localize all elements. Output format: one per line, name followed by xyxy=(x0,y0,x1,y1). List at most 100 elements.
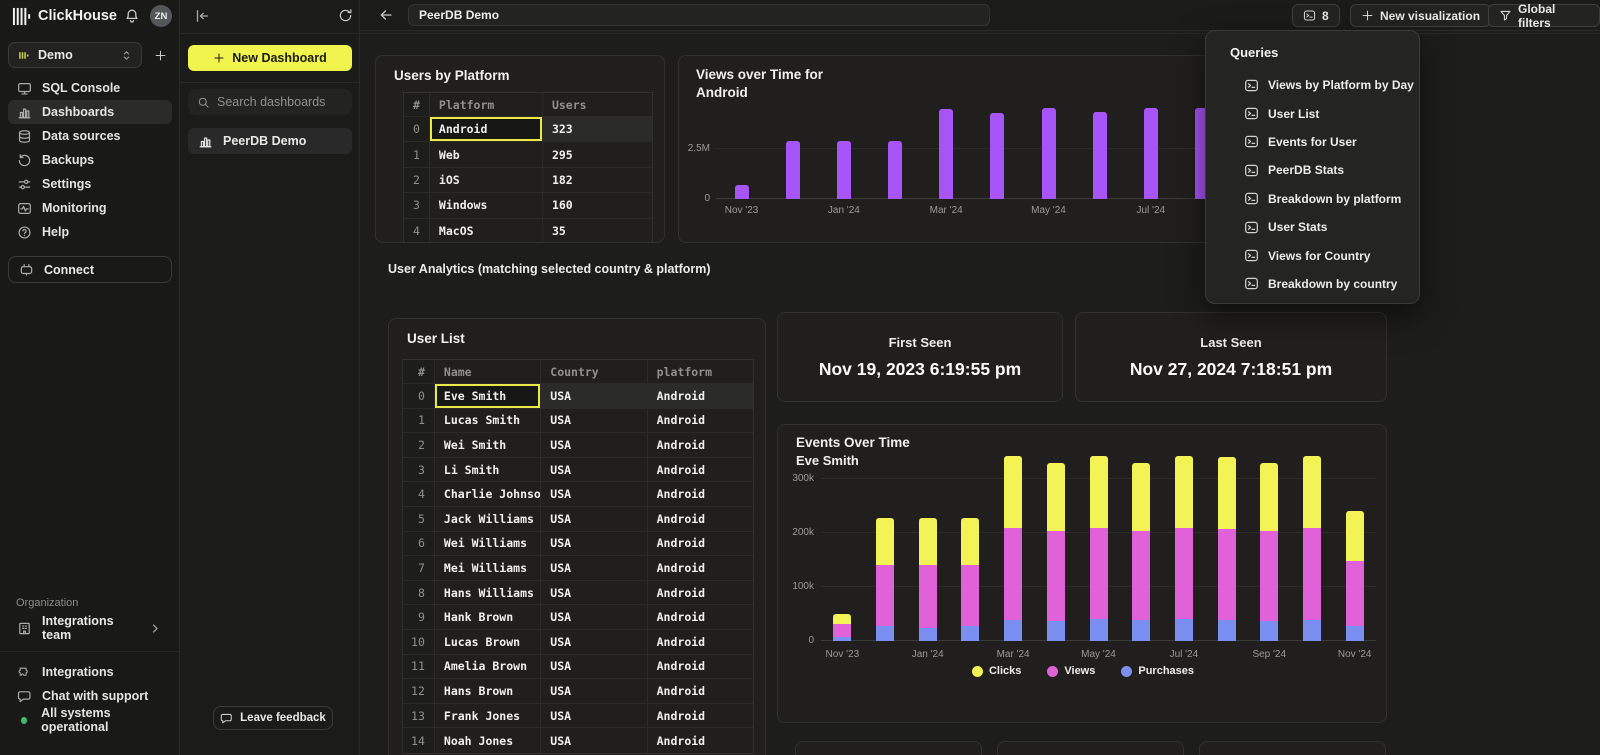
notifications-bell-icon[interactable] xyxy=(124,8,140,24)
sidebar-item-all-systems-operational[interactable]: All systems operational xyxy=(8,706,172,734)
events-bar-segment-purchases[interactable] xyxy=(918,627,937,641)
events-bar-segment-views[interactable] xyxy=(961,565,980,627)
sidebar-item-settings[interactable]: Settings xyxy=(8,172,172,196)
sidebar-item-dashboards[interactable]: Dashboards xyxy=(8,100,172,124)
table-row[interactable]: 9 Hank Brown USA Android xyxy=(403,605,753,630)
table-row[interactable]: 11 Amelia Brown USA Android xyxy=(403,654,753,680)
new-dashboard-button[interactable]: New Dashboard xyxy=(188,45,352,71)
events-bar-segment-views[interactable] xyxy=(1132,530,1151,621)
views-bar-apr-24[interactable] xyxy=(990,113,1005,199)
collapse-sidebar-icon[interactable] xyxy=(194,8,210,24)
query-item-breakdown-by-country[interactable]: Breakdown by country xyxy=(1206,270,1421,298)
events-bar-segment-purchases[interactable] xyxy=(1004,620,1023,641)
table-row[interactable]: 10 Lucas Brown USA Android xyxy=(403,629,753,655)
events-bar-segment-views[interactable] xyxy=(1302,527,1321,620)
table-row[interactable]: 3 Li Smith USA Android xyxy=(403,457,753,483)
table-row[interactable]: 1 Web 295 xyxy=(404,142,652,168)
events-bar-segment-views[interactable] xyxy=(833,623,852,637)
events-bar-segment-purchases[interactable] xyxy=(961,626,980,641)
events-bar-segment-views[interactable] xyxy=(1046,530,1065,622)
table-row[interactable]: 0 Android 323 xyxy=(404,117,652,143)
events-bar-segment-clicks[interactable] xyxy=(1089,456,1108,528)
query-item-events-for-user[interactable]: Events for User xyxy=(1206,128,1421,156)
views-bar-mar-24[interactable] xyxy=(939,109,954,199)
events-bar-segment-purchases[interactable] xyxy=(1260,621,1279,641)
views-bar-may-24[interactable] xyxy=(1041,108,1056,199)
events-bar-segment-clicks[interactable] xyxy=(1004,456,1023,528)
events-bar-segment-views[interactable] xyxy=(1345,561,1364,626)
queries-count-button[interactable]: 8 xyxy=(1292,4,1340,27)
leave-feedback-button[interactable]: Leave feedback xyxy=(213,706,333,730)
events-bar-segment-purchases[interactable] xyxy=(833,636,852,641)
events-bar-segment-purchases[interactable] xyxy=(876,625,895,641)
events-bar-segment-clicks[interactable] xyxy=(918,517,937,566)
search-input[interactable] xyxy=(217,95,337,109)
connect-button[interactable]: Connect xyxy=(8,256,172,283)
events-bar-segment-views[interactable] xyxy=(1004,527,1023,621)
table-row[interactable]: 0 Eve Smith USA Android xyxy=(403,384,753,409)
events-bar-segment-clicks[interactable] xyxy=(1302,456,1321,528)
views-bar-jan-24[interactable] xyxy=(836,141,851,199)
global-filters-button[interactable]: Global filters xyxy=(1488,2,1600,30)
events-bar-segment-views[interactable] xyxy=(876,565,895,626)
sidebar-item-sql-console[interactable]: SQL Console xyxy=(8,76,172,100)
events-bar-segment-views[interactable] xyxy=(1174,527,1193,620)
table-row[interactable]: 4 MacOS 35 xyxy=(404,218,652,242)
events-bar-segment-clicks[interactable] xyxy=(1132,462,1151,531)
query-item-user-stats[interactable]: User Stats xyxy=(1206,213,1421,241)
events-bar-segment-clicks[interactable] xyxy=(1217,457,1236,529)
events-bar-segment-clicks[interactable] xyxy=(1174,456,1193,528)
sidebar-item-integrations-team[interactable]: Integrations team xyxy=(8,614,172,642)
views-bar-jul-24[interactable] xyxy=(1143,108,1158,199)
views-bar-jun-24[interactable] xyxy=(1092,112,1107,199)
legend-item-clicks[interactable]: Clicks xyxy=(971,665,1021,677)
views-bar-dec-23[interactable] xyxy=(785,141,800,199)
query-item-views-for-country[interactable]: Views for Country xyxy=(1206,241,1421,269)
refresh-icon[interactable] xyxy=(338,8,353,23)
events-bar-segment-clicks[interactable] xyxy=(833,614,852,624)
views-bar-feb-24[interactable] xyxy=(888,141,903,199)
views-bar-nov-23[interactable] xyxy=(734,185,749,199)
events-bar-segment-clicks[interactable] xyxy=(1046,462,1065,531)
events-bar-segment-purchases[interactable] xyxy=(1174,619,1193,641)
events-bar-segment-views[interactable] xyxy=(1217,528,1236,621)
dashboard-title-input[interactable] xyxy=(408,4,990,26)
events-bar-segment-purchases[interactable] xyxy=(1046,621,1065,641)
table-row[interactable]: 4 Charlie Johnson USA Android xyxy=(403,482,753,507)
avatar[interactable]: ZN xyxy=(150,5,172,27)
events-bar-segment-clicks[interactable] xyxy=(876,517,895,566)
sidebar-item-monitoring[interactable]: Monitoring xyxy=(8,196,172,220)
events-bar-segment-clicks[interactable] xyxy=(1345,511,1364,562)
query-item-breakdown-by-platform[interactable]: Breakdown by platform xyxy=(1206,185,1421,213)
add-service-button[interactable] xyxy=(148,44,172,66)
table-row[interactable]: 2 Wei Smith USA Android xyxy=(403,433,753,458)
table-row[interactable]: 13 Frank Jones USA Android xyxy=(403,703,753,729)
back-arrow-icon[interactable] xyxy=(378,7,394,23)
table-row[interactable]: 7 Mei Williams USA Android xyxy=(403,556,753,581)
events-bar-segment-purchases[interactable] xyxy=(1302,619,1321,641)
table-row[interactable]: 3 Windows 160 xyxy=(404,193,652,219)
sidebar-item-help[interactable]: Help xyxy=(8,220,172,244)
table-row[interactable]: 2 iOS 182 xyxy=(404,167,652,194)
query-item-user-list[interactable]: User List xyxy=(1206,99,1421,127)
table-row[interactable]: 1 Lucas Smith USA Android xyxy=(403,408,753,434)
events-bar-segment-purchases[interactable] xyxy=(1217,620,1236,641)
table-row[interactable]: 5 Jack Williams USA Android xyxy=(403,506,753,532)
events-bar-segment-purchases[interactable] xyxy=(1345,625,1364,641)
table-row[interactable]: 14 Noah Jones USA Android xyxy=(403,728,753,753)
table-row[interactable]: 12 Hans Brown USA Android xyxy=(403,679,753,704)
table-row[interactable]: 6 Wei Williams USA Android xyxy=(403,531,753,557)
events-bar-segment-purchases[interactable] xyxy=(1132,620,1151,641)
legend-item-purchases[interactable]: Purchases xyxy=(1121,665,1194,677)
events-bar-segment-views[interactable] xyxy=(1260,531,1279,622)
sidebar-item-chat-with-support[interactable]: Chat with support xyxy=(8,684,172,708)
new-visualization-button[interactable]: New visualization xyxy=(1350,4,1492,27)
events-bar-segment-views[interactable] xyxy=(1089,527,1108,620)
sidebar-item-backups[interactable]: Backups xyxy=(8,148,172,172)
table-row[interactable]: 8 Hans Williams USA Android xyxy=(403,580,753,606)
events-bar-segment-views[interactable] xyxy=(918,565,937,628)
dashboard-list-item-peerdb-demo[interactable]: PeerDB Demo xyxy=(188,128,352,154)
events-bar-segment-clicks[interactable] xyxy=(1260,462,1279,532)
events-bar-segment-clicks[interactable] xyxy=(961,517,980,566)
query-item-views-by-platform-by-day[interactable]: Views by Platform by Day xyxy=(1206,71,1421,99)
